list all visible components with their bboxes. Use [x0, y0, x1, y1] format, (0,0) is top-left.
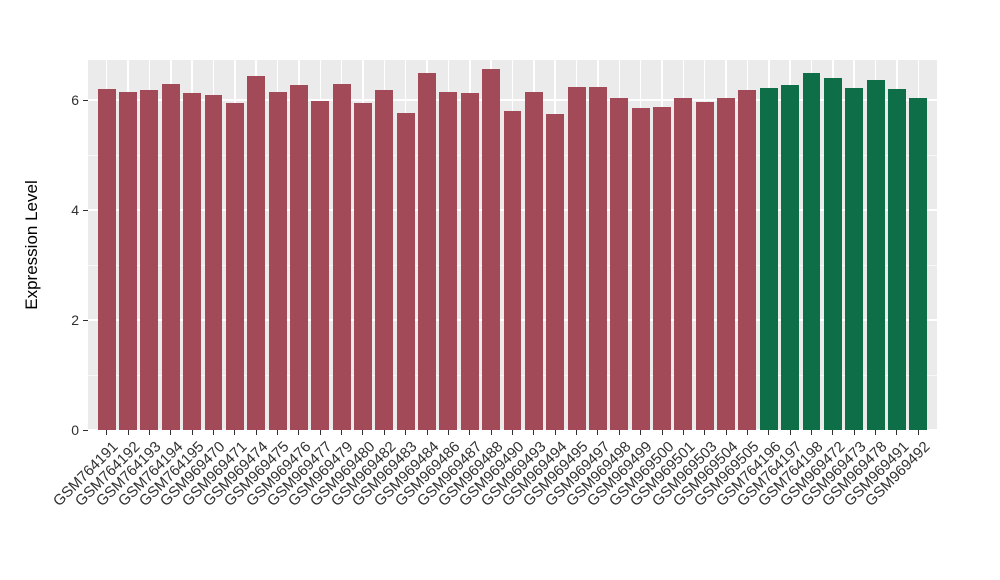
bar — [653, 107, 671, 430]
x-tick-mark — [917, 430, 919, 435]
x-tick-mark — [661, 430, 663, 435]
bar — [631, 108, 650, 430]
x-tick-mark — [512, 430, 513, 435]
bar — [802, 73, 821, 430]
x-tick-mark — [277, 430, 279, 435]
bar — [204, 95, 223, 430]
x-tick-mark — [362, 430, 364, 435]
bar — [439, 91, 458, 430]
bar — [781, 85, 800, 430]
x-tick-mark — [191, 430, 193, 435]
bar — [717, 97, 736, 430]
x-tick-mark — [768, 430, 770, 435]
bar — [225, 102, 244, 430]
bar — [524, 91, 543, 430]
bar — [396, 113, 415, 430]
x-tick-mark — [896, 430, 898, 435]
x-tick-mark — [618, 430, 620, 435]
x-tick-mark — [106, 430, 108, 435]
x-tick-mark — [640, 430, 642, 435]
y-tick-label: 2 — [71, 312, 79, 329]
x-tick-mark — [170, 430, 172, 435]
y-tick-mark — [83, 319, 88, 321]
y-axis-title: Expression Level — [22, 180, 41, 310]
x-tick-mark — [469, 430, 471, 435]
bar — [738, 90, 757, 430]
x-tick-mark — [576, 430, 578, 435]
x-tick-mark — [490, 430, 492, 435]
bar — [289, 85, 308, 430]
bar — [823, 78, 842, 430]
bar — [909, 97, 928, 430]
y-tick-label: 0 — [71, 422, 79, 438]
x-tick-mark — [875, 430, 877, 435]
bar — [311, 101, 330, 430]
bar — [140, 90, 159, 430]
bar — [375, 90, 394, 430]
y-tick-mark — [83, 209, 88, 211]
x-tick-mark — [554, 430, 556, 435]
x-tick-mark — [127, 430, 129, 435]
bar — [759, 88, 778, 430]
x-tick-mark — [811, 430, 813, 435]
x-tick-mark — [746, 430, 748, 435]
bar — [503, 111, 522, 430]
x-tick-mark — [789, 430, 791, 435]
x-tick-mark — [298, 430, 300, 435]
x-tick-mark — [255, 430, 257, 435]
bar — [418, 73, 437, 430]
bar — [268, 91, 287, 430]
bar — [161, 84, 180, 430]
bar — [674, 97, 693, 430]
x-tick-mark — [426, 430, 428, 435]
bar — [887, 89, 906, 430]
bar — [247, 75, 266, 430]
bar — [482, 69, 501, 430]
bar — [460, 93, 479, 430]
bar — [354, 102, 372, 430]
bar — [546, 113, 565, 430]
bar — [695, 102, 714, 430]
x-tick-mark — [148, 430, 150, 435]
x-tick-mark — [704, 430, 706, 435]
bar — [588, 86, 607, 430]
x-tick-mark — [832, 430, 834, 435]
x-tick-mark — [234, 430, 236, 435]
bar — [610, 97, 629, 430]
x-tick-mark — [319, 430, 321, 435]
plot-panel — [88, 60, 937, 430]
bar — [567, 86, 586, 430]
y-tick-label: 4 — [71, 202, 79, 219]
bar — [866, 80, 885, 430]
x-tick-mark — [597, 430, 599, 435]
bar — [332, 84, 351, 430]
y-tick-label: 6 — [71, 92, 79, 109]
x-tick-mark — [405, 430, 407, 435]
bar — [119, 91, 137, 430]
bar — [97, 89, 116, 430]
x-tick-mark — [383, 430, 385, 435]
x-tick-mark — [725, 430, 727, 435]
bar — [183, 93, 202, 430]
x-tick-mark — [533, 430, 535, 435]
x-tick-mark — [447, 430, 449, 435]
x-tick-mark — [341, 430, 343, 435]
x-tick-mark — [682, 430, 684, 435]
bar — [845, 88, 864, 430]
x-tick-mark — [853, 430, 855, 435]
y-tick-mark — [83, 429, 88, 431]
y-tick-mark — [83, 99, 88, 101]
x-tick-mark — [212, 430, 214, 435]
